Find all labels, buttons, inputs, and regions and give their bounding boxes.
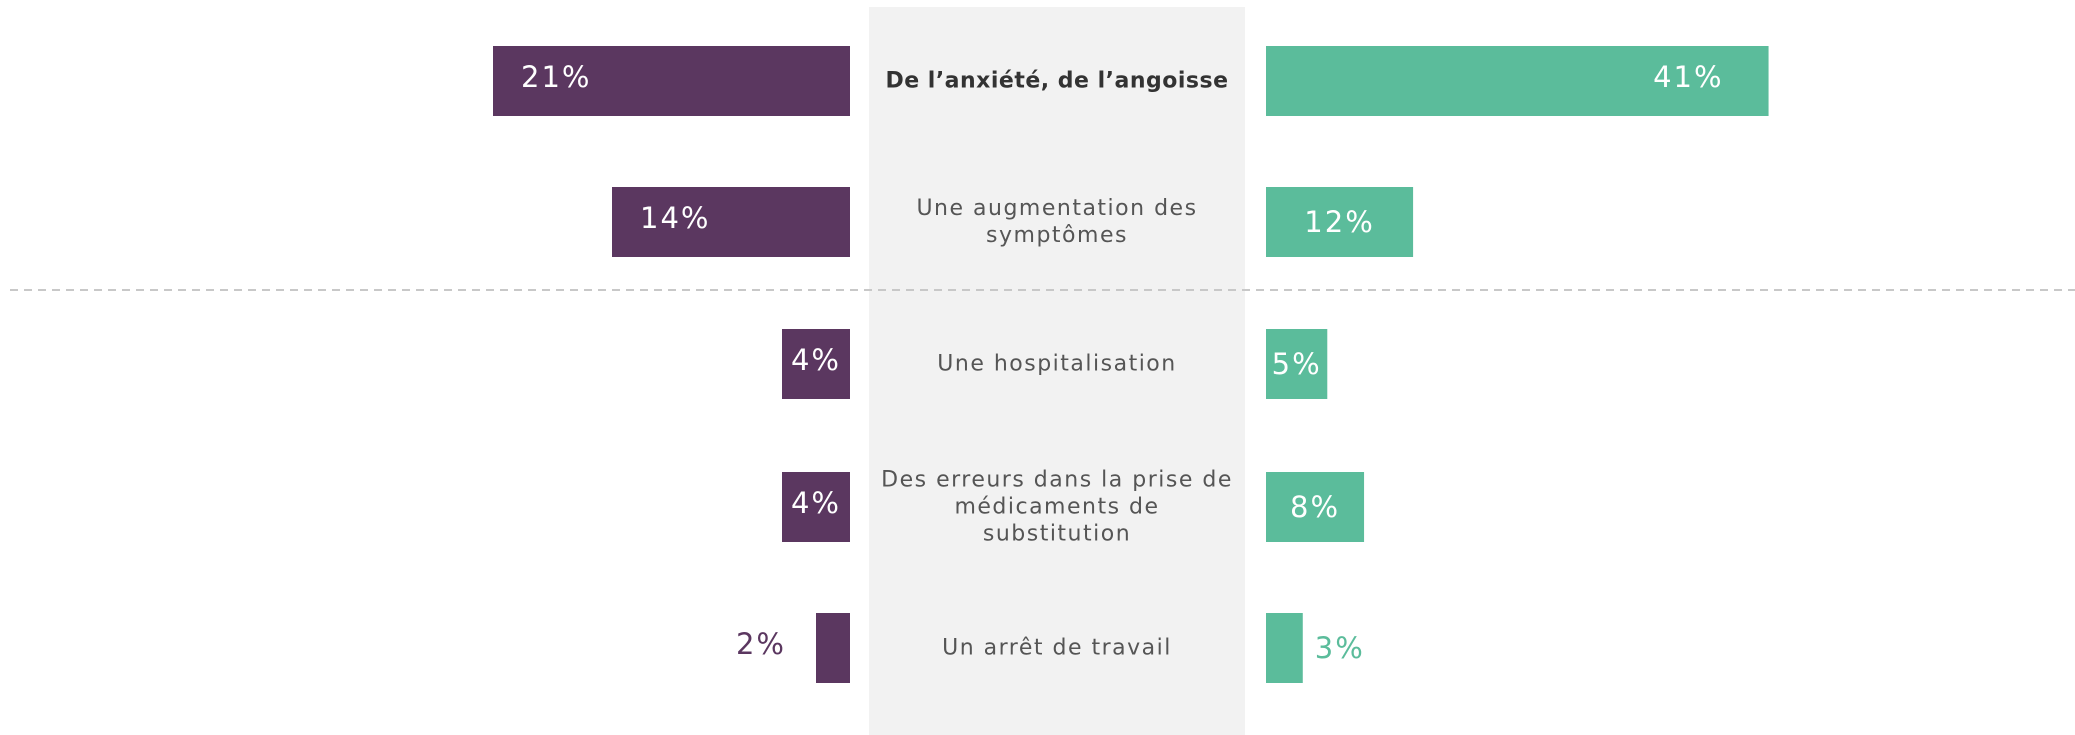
value-label: 8% xyxy=(1290,490,1340,524)
value-label: 2% xyxy=(736,627,786,661)
value-label: 21% xyxy=(521,60,591,94)
bar xyxy=(782,329,850,399)
value-label: 14% xyxy=(640,201,710,235)
category-label: De l’anxiété, de l’angoisse xyxy=(885,68,1229,94)
value-label: 5% xyxy=(1272,347,1322,381)
bar xyxy=(1266,46,1769,116)
bar xyxy=(782,472,850,542)
bar xyxy=(493,46,850,116)
value-label: 12% xyxy=(1304,205,1374,239)
value-label: 4% xyxy=(791,343,841,377)
category-label: Un arrêt de travail xyxy=(942,635,1172,661)
value-label: 41% xyxy=(1653,60,1723,94)
bar xyxy=(816,613,850,683)
bar xyxy=(1266,472,1365,542)
center-panel xyxy=(869,7,1245,735)
bar xyxy=(612,187,850,257)
category-label: Une augmentation des symptômes xyxy=(916,196,1198,248)
bar xyxy=(1266,329,1328,399)
bar xyxy=(1266,613,1303,683)
category-label: Une hospitalisation xyxy=(937,351,1177,377)
value-label: 4% xyxy=(791,486,841,520)
category-label: Des erreurs dans la prise de médicaments… xyxy=(881,467,1233,547)
value-label: 3% xyxy=(1315,631,1365,665)
bar xyxy=(1266,187,1414,257)
